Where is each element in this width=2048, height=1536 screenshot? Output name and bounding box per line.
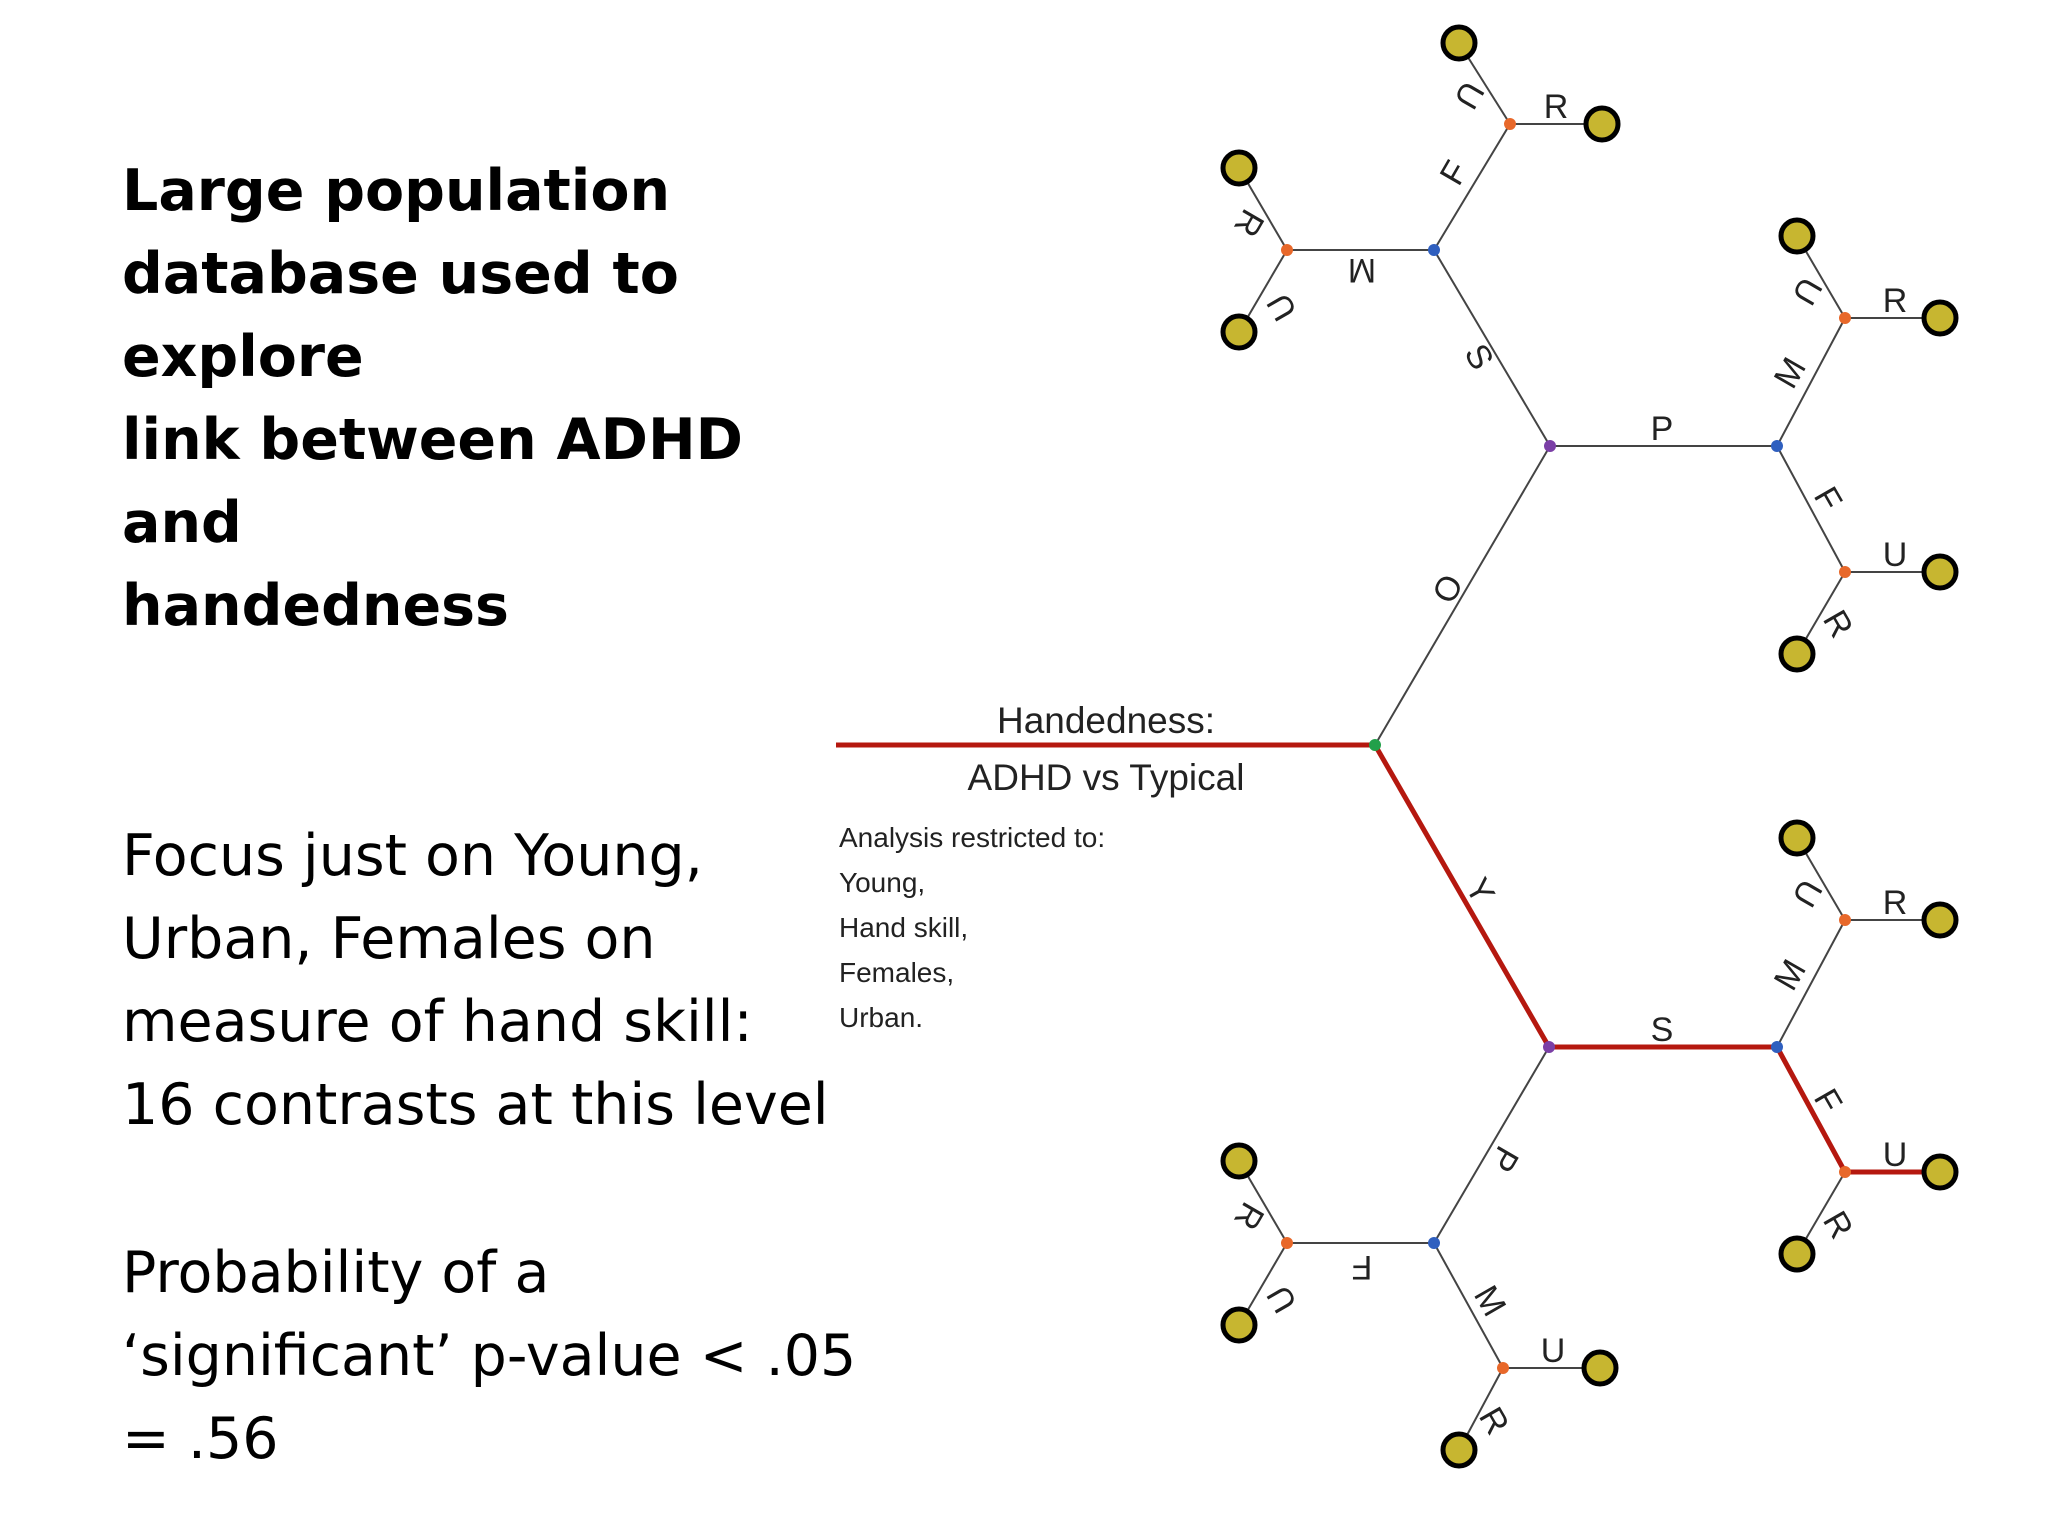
label-yp-f: F: [1352, 1248, 1373, 1286]
leaf-node: [1581, 1349, 1619, 1387]
label-yp-m: M: [1466, 1279, 1513, 1323]
label-old: O: [1425, 568, 1471, 610]
edge-yp-m: [1433, 1242, 1504, 1369]
label-young-p: P: [1482, 1140, 1526, 1179]
tree-nodes: [1281, 118, 1851, 1374]
title-line: link between ADHD and: [122, 407, 743, 556]
restriction-note: Analysis restricted to: Young, Hand skil…: [839, 822, 1105, 1033]
edge-young: [1372, 743, 1552, 1049]
edge-ys-f: [1774, 1045, 1848, 1174]
label-leaf-u: U: [1883, 1136, 1908, 1174]
label-leaf-u: U: [1446, 75, 1491, 115]
leaf-node: [1778, 819, 1816, 857]
node-young-s: [1771, 1041, 1783, 1053]
label-os-f: F: [1433, 154, 1476, 191]
label-old-p: P: [1651, 410, 1674, 448]
tree-edges: [836, 42, 1940, 1451]
node-level3: [1281, 244, 1293, 256]
probability-line: Probability of a: [122, 1240, 550, 1306]
leaf-node: [1921, 299, 1959, 337]
probability-paragraph: Probability of a ‘significant’ p-value <…: [122, 1232, 882, 1481]
title-line: handedness: [122, 573, 509, 639]
leaf-node: [1220, 1142, 1258, 1180]
node-level3: [1839, 566, 1851, 578]
leaf-node: [1921, 901, 1959, 939]
branch-labels: O Y S P S P M F M F M F F M R U U R U R …: [1226, 75, 1907, 1441]
node-level3: [1839, 914, 1851, 926]
edge-old: [1374, 445, 1551, 746]
restriction-line: Young,: [839, 867, 925, 898]
restriction-line: Hand skill,: [839, 912, 968, 943]
label-os-m: M: [1348, 251, 1376, 289]
label-leaf-r: R: [1226, 203, 1271, 243]
node-level3: [1497, 1362, 1509, 1374]
edge-old-s: [1433, 249, 1551, 447]
node-level3: [1839, 1166, 1851, 1178]
focus-line: Focus just on Young,: [122, 823, 703, 889]
node-level3: [1281, 1237, 1293, 1249]
restriction-line: Urban.: [839, 1002, 923, 1033]
label-leaf-r: R: [1471, 1401, 1516, 1441]
edge-os-f: [1433, 123, 1511, 251]
label-leaf-r: R: [1883, 884, 1908, 922]
restriction-line: Females,: [839, 957, 954, 988]
tree-heading-line2: ADHD vs Typical: [968, 757, 1245, 798]
label-old-s: S: [1457, 338, 1501, 377]
focus-paragraph: Focus just on Young, Urban, Females on m…: [122, 815, 882, 1147]
node-young: [1543, 1041, 1555, 1053]
leaf-node: [1921, 553, 1959, 591]
leaf-node: [1778, 1235, 1816, 1273]
leaf-node: [1440, 24, 1478, 62]
probability-line: ‘significant’ p-value < .05: [122, 1323, 857, 1389]
leaf-node: [1440, 1431, 1478, 1469]
node-old-p: [1771, 440, 1783, 452]
node-old: [1544, 440, 1556, 452]
edge-op-m: [1776, 317, 1846, 447]
leaf-node-highlight: [1921, 1153, 1959, 1191]
focus-line: 16 contrasts at this level: [122, 1072, 829, 1138]
label-leaf-u: U: [1541, 1332, 1566, 1370]
slide-title: Large population database used to explor…: [122, 150, 882, 648]
label-leaf-r: R: [1544, 88, 1569, 126]
leaf-node: [1220, 1306, 1258, 1344]
focus-line: Urban, Females on: [122, 906, 656, 972]
node-level3: [1839, 312, 1851, 324]
tree-heading-line1: Handedness:: [997, 700, 1215, 741]
edge-young-p: [1433, 1046, 1550, 1244]
leaf-node: [1778, 635, 1816, 673]
label-leaf-u: U: [1784, 271, 1829, 311]
label-leaf-u: U: [1260, 1279, 1305, 1319]
probability-line: = .56: [122, 1406, 279, 1472]
title-line: database used to explore: [122, 241, 679, 390]
label-leaf-r: R: [1226, 1196, 1271, 1236]
leaf-node: [1583, 105, 1621, 143]
tree-leaves: [1220, 24, 1959, 1469]
title-line: Large population: [122, 158, 671, 224]
node-young-p: [1428, 1237, 1440, 1249]
restriction-line: Analysis restricted to:: [839, 822, 1105, 853]
label-leaf-u: U: [1784, 873, 1829, 913]
label-young-s: S: [1651, 1011, 1674, 1049]
label-leaf-u: U: [1883, 536, 1908, 574]
root-node: [1369, 739, 1381, 751]
focus-line: measure of hand skill:: [122, 989, 753, 1055]
edge-ys-m: [1776, 919, 1846, 1048]
leaf-node: [1778, 217, 1816, 255]
node-old-s: [1428, 244, 1440, 256]
node-level3: [1504, 118, 1516, 130]
leaf-node: [1220, 149, 1258, 187]
edge-op-f: [1776, 445, 1846, 573]
label-leaf-u: U: [1260, 287, 1305, 327]
leaf-node: [1220, 313, 1258, 351]
label-leaf-r: R: [1883, 282, 1908, 320]
